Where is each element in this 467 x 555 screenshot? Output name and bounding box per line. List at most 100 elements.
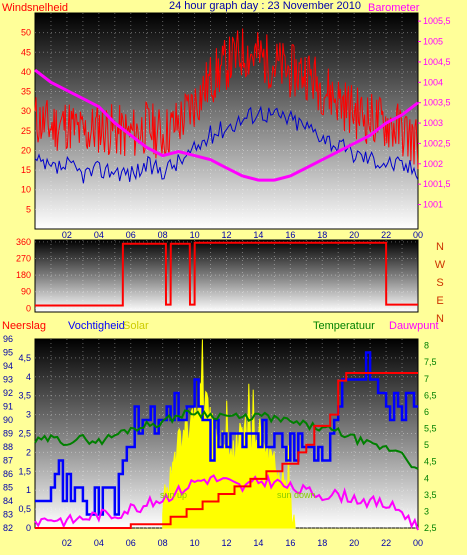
wind-tick-label: 30 <box>21 106 31 116</box>
wind-average-line <box>34 105 419 184</box>
barometer-line <box>34 68 419 182</box>
humidity-label: Vochtigheid <box>68 320 125 332</box>
temperature-tick-label: 3,5 <box>424 490 437 500</box>
wind-x-ticks: 02 04 06 08 10 12 14 16 18 20 22 00 <box>62 230 423 240</box>
temperature-tick-label: 5,5 <box>424 424 437 434</box>
rain-tick-label: 3,5 <box>18 391 31 401</box>
x-tick-label: 12 <box>221 538 231 548</box>
humidity-tick-label: 87 <box>3 456 13 466</box>
humidity-tick-label: 88 <box>3 442 13 452</box>
x-tick-label: 04 <box>94 230 104 240</box>
x-tick-label: 02 <box>62 538 72 548</box>
rain-tick-label: 2 <box>26 447 31 457</box>
temperature-tick-label: 7 <box>424 374 429 384</box>
humidity-tick-label: 91 <box>3 402 13 412</box>
barometer-tick-label: 1004,5 <box>423 57 451 67</box>
temperature-tick-label: 2,5 <box>424 523 437 533</box>
direction-tick-label: 90 <box>21 287 31 297</box>
x-tick-label: 22 <box>381 230 391 240</box>
x-tick-label: 04 <box>94 538 104 548</box>
rain-tick-label: 0,5 <box>18 504 31 514</box>
direction-tick-label: 0 <box>26 303 31 313</box>
compass-label: S <box>436 277 443 289</box>
humidity-tick-label: 90 <box>3 415 13 425</box>
x-tick-label: 06 <box>126 538 136 548</box>
x-tick-label: 06 <box>126 230 136 240</box>
barometer-tick-label: 1001,5 <box>423 179 451 189</box>
x-tick-label: 14 <box>253 230 263 240</box>
rain-tick-label: 4,5 <box>18 353 31 363</box>
wind-label: Windsnelheid <box>2 2 68 14</box>
x-tick-label: 18 <box>317 230 327 240</box>
x-tick-label: 14 <box>253 538 263 548</box>
rain-tick-label: 3 <box>26 410 31 420</box>
wind-tick-label: 15 <box>21 165 31 175</box>
direction-series <box>35 241 418 307</box>
barometer-tick-label: 1002,5 <box>423 138 451 148</box>
temperature-tick-label: 7,5 <box>424 357 437 367</box>
x-tick-label: 10 <box>190 230 200 240</box>
rain-tick-label: 1,5 <box>18 466 31 476</box>
wind-gust-line <box>34 28 419 170</box>
barometer-tick-label: 1003 <box>423 118 443 128</box>
dewpoint-line <box>34 473 419 531</box>
temperature-tick-label: 6,5 <box>424 390 437 400</box>
barometer-tick-label: 1004 <box>423 77 443 87</box>
temperature-tick-label: 8 <box>424 341 429 351</box>
direction-tick-label: 360 <box>16 237 31 247</box>
temperature-tick-label: 4,5 <box>424 457 437 467</box>
x-tick-label: 10 <box>190 538 200 548</box>
barometer-tick-label: 1005 <box>423 37 443 47</box>
rain-tick-label: 2,5 <box>18 429 31 439</box>
sun-up-label: sun up <box>160 490 187 500</box>
humidity-tick-label: 96 <box>3 334 13 344</box>
humidity-tick-label: 93 <box>3 375 13 385</box>
compass-label: W <box>435 259 446 271</box>
wind-tick-label: 40 <box>21 67 31 77</box>
wind-tick-label: 50 <box>21 28 31 38</box>
solar-label: Solar <box>123 320 149 332</box>
rain-axis-ticks: 0 0,5 1 1,5 2 2,5 3 3,5 4 4,5 <box>18 353 31 533</box>
x-tick-label: 00 <box>413 538 423 548</box>
barometer-tick-label: 1003,5 <box>423 98 451 108</box>
rain-tick-label: 0 <box>26 523 31 533</box>
direction-tick-label: 270 <box>16 253 31 263</box>
temperature-axis-ticks: 2,5 3 3,5 4 4,5 5 5,5 6 6,5 7 7,5 8 <box>424 341 437 533</box>
wind-tick-label: 20 <box>21 145 31 155</box>
temperature-tick-label: 4 <box>424 473 429 483</box>
x-tick-label: 02 <box>62 230 72 240</box>
temperature-tick-label: 5 <box>424 440 429 450</box>
rain-tick-label: 1 <box>26 485 31 495</box>
compass-label: N <box>436 313 444 325</box>
barometer-tick-label: 1005,5 <box>423 16 451 26</box>
rain-line <box>35 372 418 529</box>
panel-wind-direction <box>34 239 419 313</box>
sun-down-label: sun down <box>277 490 316 500</box>
temperature-line <box>34 409 419 470</box>
humidity-axis-ticks: 82 83 84 85 86 87 88 89 90 91 92 93 94 95 96 <box>3 334 13 533</box>
wind-tick-label: 25 <box>21 126 31 136</box>
temperature-tick-label: 3 <box>424 506 429 516</box>
humidity-tick-label: 83 <box>3 510 13 520</box>
wind-tick-label: 5 <box>26 204 31 214</box>
wind-tick-label: 10 <box>21 185 31 195</box>
wind-tick-label: 35 <box>21 87 31 97</box>
x-tick-label: 08 <box>158 538 168 548</box>
temperature-label: Temperatuur <box>313 320 375 332</box>
rain-label: Neerslag <box>2 320 46 332</box>
wind-series <box>34 28 419 184</box>
barometer-tick-label: 1001 <box>423 200 443 210</box>
x-tick-label: 08 <box>158 230 168 240</box>
compass-label: N <box>436 241 444 253</box>
humidity-tick-label: 86 <box>3 469 13 479</box>
dewpoint-label: Dauwpunt <box>389 320 439 332</box>
rain-humidity-series <box>34 351 419 531</box>
humidity-tick-label: 85 <box>3 483 13 493</box>
chart-title: 24 hour graph day : 23 November 2010 <box>169 0 361 12</box>
x-tick-label: 18 <box>317 538 327 548</box>
humidity-tick-label: 84 <box>3 496 13 506</box>
humidity-tick-label: 92 <box>3 388 13 398</box>
compass-label: E <box>436 295 443 307</box>
